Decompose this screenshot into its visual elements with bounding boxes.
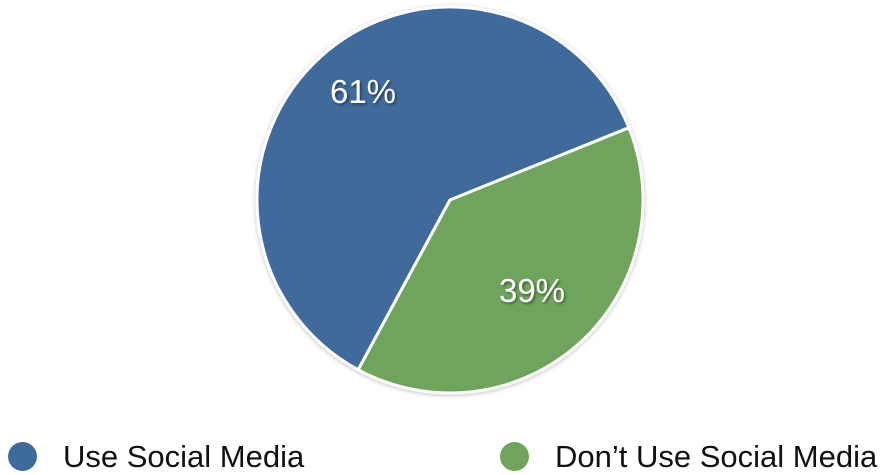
legend-item-use-social-media: Use Social Media bbox=[8, 438, 304, 475]
pie-slice-use-social-media bbox=[255, 5, 631, 372]
pie-slice-dont-use-social-media bbox=[356, 126, 645, 395]
legend-dot-use-social-media bbox=[8, 442, 37, 471]
legend-label-dont-use-social-media: Don’t Use Social Media bbox=[555, 438, 878, 474]
legend-item-dont-use-social-media: Don’t Use Social Media bbox=[500, 438, 877, 475]
pie-label-dont-use-social-media: 39% bbox=[499, 272, 565, 309]
pie-chart: 61% 39% bbox=[255, 5, 645, 395]
legend-label-use-social-media: Use Social Media bbox=[63, 438, 305, 474]
legend: Use Social Media Don’t Use Social Media bbox=[0, 438, 893, 475]
legend-dot-dont-use-social-media bbox=[500, 442, 529, 471]
pie-label-use-social-media: 61% bbox=[330, 73, 396, 110]
